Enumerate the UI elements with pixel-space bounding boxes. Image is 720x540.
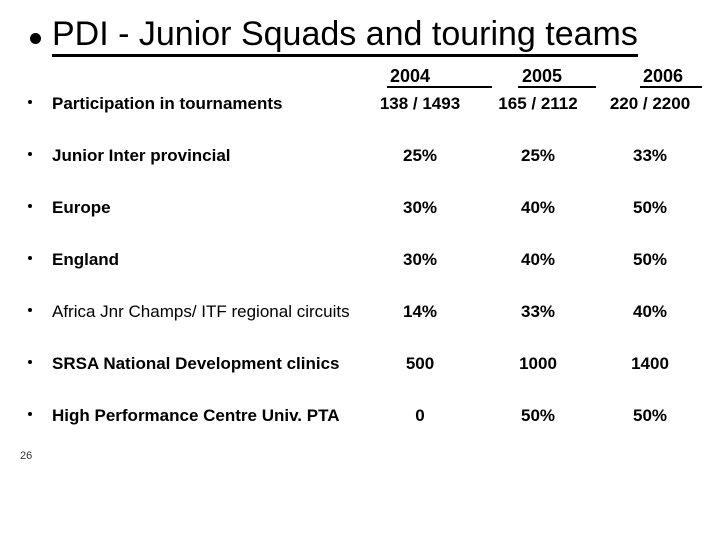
row-bullet-icon	[28, 197, 52, 246]
row-bullet-icon	[28, 145, 52, 194]
title-bullet-icon	[30, 33, 41, 44]
row-bullet-icon	[28, 405, 52, 454]
row-value-2005: 50%	[520, 406, 556, 425]
row-value-2006: 220 / 2200	[609, 94, 691, 113]
row-label: Junior Inter provincial	[52, 146, 231, 165]
row-value-2005: 40%	[520, 250, 556, 269]
table-row: Africa Jnr Champs/ ITF regional circuits…	[28, 298, 702, 350]
table-row: England 30% 40% 50%	[28, 246, 702, 298]
row-value-2004: 0	[415, 406, 425, 425]
row-bullet-icon	[28, 93, 52, 142]
year-header-2005: 2005	[518, 66, 596, 88]
row-value-2006: 40%	[632, 302, 668, 321]
row-value-2004: 14%	[402, 302, 438, 321]
table-row: High Performance Centre Univ. PTA 0 50% …	[28, 402, 702, 454]
row-value-2006: 33%	[632, 146, 668, 165]
row-value-2006: 50%	[632, 406, 668, 425]
table-row: SRSA National Development clinics 500 10…	[28, 350, 702, 402]
row-value-2004: 30%	[402, 198, 438, 217]
year-header-2004: 2004	[387, 66, 492, 88]
row-bullet-icon	[28, 249, 52, 298]
row-label: Europe	[52, 198, 111, 217]
row-value-2005: 165 / 2112	[498, 94, 578, 113]
row-bullet-icon	[28, 301, 52, 350]
row-label: SRSA National Development clinics	[52, 354, 340, 373]
row-value-2006: 1400	[631, 354, 669, 373]
year-header-2006: 2006	[640, 66, 702, 88]
row-value-2004: 500	[405, 354, 435, 373]
row-label: Participation in tournaments	[52, 94, 283, 113]
table-row: Europe 30% 40% 50%	[28, 194, 702, 246]
page-number: 26	[20, 450, 33, 462]
row-bullet-icon	[28, 353, 52, 402]
row-value-2006: 50%	[632, 198, 668, 217]
row-value-2005: 25%	[520, 146, 556, 165]
row-value-2005: 40%	[520, 198, 556, 217]
row-label: Africa Jnr Champs/ ITF regional circuits	[52, 302, 350, 321]
row-value-2004: 25%	[402, 146, 438, 165]
row-label: High Performance Centre Univ. PTA	[52, 406, 340, 425]
row-value-2005: 33%	[520, 302, 556, 321]
row-value-2006: 50%	[632, 250, 668, 269]
page-title: PDI - Junior Squads and touring teams	[52, 15, 638, 58]
row-value-2004: 30%	[402, 250, 438, 269]
year-header-row: 2004 2005 2006	[0, 66, 720, 90]
row-value-2005: 1000	[519, 354, 557, 373]
row-label: England	[52, 250, 120, 269]
table-row: Participation in tournaments 138 / 1493 …	[28, 90, 702, 142]
data-table: Participation in tournaments 138 / 1493 …	[28, 90, 702, 454]
row-value-2004: 138 / 1493	[379, 94, 461, 113]
table-row: Junior Inter provincial 25% 25% 33%	[28, 142, 702, 194]
